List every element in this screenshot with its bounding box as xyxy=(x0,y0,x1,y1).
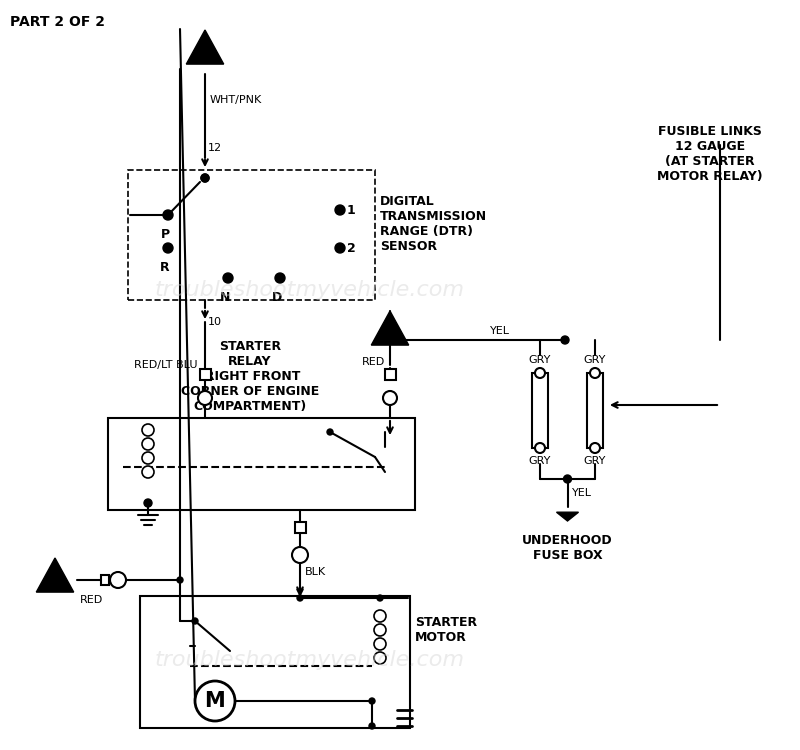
Polygon shape xyxy=(557,512,578,521)
Bar xyxy=(199,368,210,380)
Bar xyxy=(108,418,415,510)
Text: GRY: GRY xyxy=(584,456,606,466)
Circle shape xyxy=(374,652,386,664)
Circle shape xyxy=(561,336,569,344)
Circle shape xyxy=(377,595,383,601)
Circle shape xyxy=(192,618,198,624)
Circle shape xyxy=(374,610,386,622)
Text: 12: 12 xyxy=(208,143,222,153)
Circle shape xyxy=(275,273,285,283)
Text: FUSIBLE LINKS
12 GAUGE
(AT STARTER
MOTOR RELAY): FUSIBLE LINKS 12 GAUGE (AT STARTER MOTOR… xyxy=(657,125,763,183)
Bar xyxy=(101,575,109,585)
Circle shape xyxy=(142,466,154,478)
Text: B: B xyxy=(49,574,61,589)
Circle shape xyxy=(177,577,183,583)
Circle shape xyxy=(201,174,209,182)
Circle shape xyxy=(535,368,545,378)
Text: GRY: GRY xyxy=(529,456,551,466)
Circle shape xyxy=(369,723,375,729)
Circle shape xyxy=(201,174,209,182)
Bar xyxy=(385,368,395,380)
Circle shape xyxy=(163,243,173,253)
Text: C: C xyxy=(199,46,210,61)
Text: N: N xyxy=(220,291,230,304)
Circle shape xyxy=(292,547,308,563)
Circle shape xyxy=(163,210,173,220)
Text: R: R xyxy=(160,261,170,274)
Text: troubleshootmyvehicle.com: troubleshootmyvehicle.com xyxy=(155,280,465,300)
Text: P: P xyxy=(161,228,170,241)
Circle shape xyxy=(535,443,545,453)
Polygon shape xyxy=(36,558,74,592)
Bar xyxy=(140,596,410,728)
Circle shape xyxy=(144,499,152,507)
Text: 1: 1 xyxy=(347,203,356,217)
Text: PART 2 OF 2: PART 2 OF 2 xyxy=(10,15,105,29)
Text: RED/LT BLU: RED/LT BLU xyxy=(134,360,197,370)
Circle shape xyxy=(590,368,600,378)
Circle shape xyxy=(369,698,375,704)
Text: BLK: BLK xyxy=(305,567,326,577)
Text: YEL: YEL xyxy=(571,488,591,498)
Circle shape xyxy=(297,595,303,601)
Text: GRY: GRY xyxy=(529,355,551,365)
Circle shape xyxy=(198,391,212,405)
Circle shape xyxy=(327,429,333,435)
Text: 10: 10 xyxy=(208,317,222,327)
Text: RED: RED xyxy=(362,357,385,367)
Circle shape xyxy=(335,205,345,215)
Text: 2: 2 xyxy=(347,242,356,254)
Text: troubleshootmyvehicle.com: troubleshootmyvehicle.com xyxy=(155,650,465,670)
Bar xyxy=(587,373,603,448)
Circle shape xyxy=(590,443,600,453)
Text: WHT/PNK: WHT/PNK xyxy=(210,95,262,105)
Text: D: D xyxy=(272,291,282,304)
Text: M: M xyxy=(205,691,226,711)
Circle shape xyxy=(142,438,154,450)
Bar xyxy=(128,170,375,300)
Circle shape xyxy=(374,624,386,636)
Text: UNDERHOOD
FUSE BOX: UNDERHOOD FUSE BOX xyxy=(522,534,613,562)
Polygon shape xyxy=(371,311,409,345)
Circle shape xyxy=(223,273,233,283)
Text: A: A xyxy=(384,326,396,341)
Circle shape xyxy=(142,424,154,436)
Text: GRY: GRY xyxy=(584,355,606,365)
Circle shape xyxy=(335,243,345,253)
Text: YEL: YEL xyxy=(490,326,510,336)
Circle shape xyxy=(563,475,571,483)
Bar xyxy=(532,373,548,448)
Circle shape xyxy=(142,452,154,464)
Circle shape xyxy=(374,638,386,650)
Circle shape xyxy=(110,572,126,588)
Polygon shape xyxy=(186,30,224,64)
Text: RED: RED xyxy=(80,595,103,605)
Bar xyxy=(294,521,306,532)
Text: STARTER
RELAY
(RIGHT FRONT
CORNER OF ENGINE
COMPARTMENT): STARTER RELAY (RIGHT FRONT CORNER OF ENG… xyxy=(181,340,319,413)
Text: DIGITAL
TRANSMISSION
RANGE (DTR)
SENSOR: DIGITAL TRANSMISSION RANGE (DTR) SENSOR xyxy=(380,195,487,253)
Text: STARTER
MOTOR: STARTER MOTOR xyxy=(415,616,477,644)
Circle shape xyxy=(383,391,397,405)
Circle shape xyxy=(195,681,235,721)
